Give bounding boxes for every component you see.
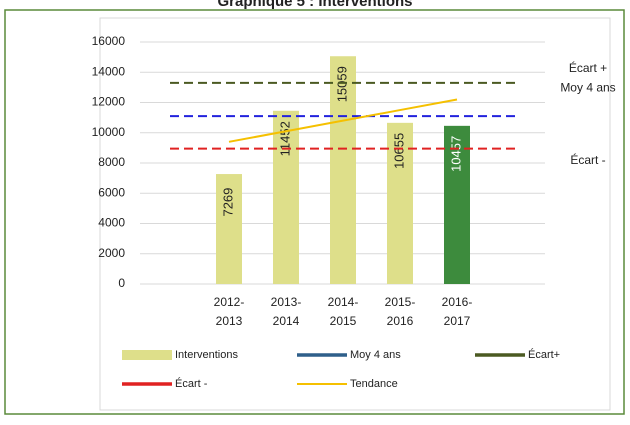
x-tick-label: 2016 [387,314,414,328]
chart-area [99,17,611,411]
data-label: 11452 [277,121,292,156]
data-label: 15059 [334,66,349,102]
y-tick-label: 12000 [92,95,126,109]
data-label: 10655 [391,133,406,169]
legend-label: Tendance [350,378,398,390]
y-tick-label: 10000 [92,125,126,139]
data-label: 7269 [220,188,235,217]
legend-swatch [122,350,172,360]
reference-label: Écart + [569,60,607,75]
x-tick-label: 2017 [444,314,471,328]
y-tick-label: 2000 [98,246,125,260]
legend-label: Écart+ [528,348,560,361]
bar [330,56,356,285]
y-tick-label: 14000 [92,64,126,78]
y-tick-label: 16000 [92,34,126,48]
y-tick-label: 0 [118,276,125,290]
bar [387,122,413,284]
x-tick-label: 2014 [273,314,300,328]
x-tick-label: 2015- [385,295,416,309]
x-tick-label: 2012- [214,295,245,309]
reference-label: Moy 4 ans [560,80,615,94]
y-tick-label: 4000 [98,216,125,230]
y-tick-label: 8000 [98,155,125,169]
legend-label: Moy 4 ans [350,349,401,361]
data-label: 10457 [448,136,463,172]
frame [4,9,625,415]
x-tick-label: 2013- [271,295,302,309]
x-tick-label: 2015 [330,314,357,328]
x-tick-label: 2014- [328,295,359,309]
legend-label: Interventions [175,349,238,361]
x-tick-label: 2013 [216,314,243,328]
y-tick-label: 6000 [98,185,125,199]
bar [444,125,470,284]
bar [216,174,242,284]
legend-label: Écart - [175,377,208,390]
chart-title: Graphique 5 : Interventions [217,0,412,10]
x-tick-label: 2016- [442,295,473,309]
trend-line [228,98,458,143]
reference-label: Écart - [570,152,605,167]
bar [273,110,299,284]
